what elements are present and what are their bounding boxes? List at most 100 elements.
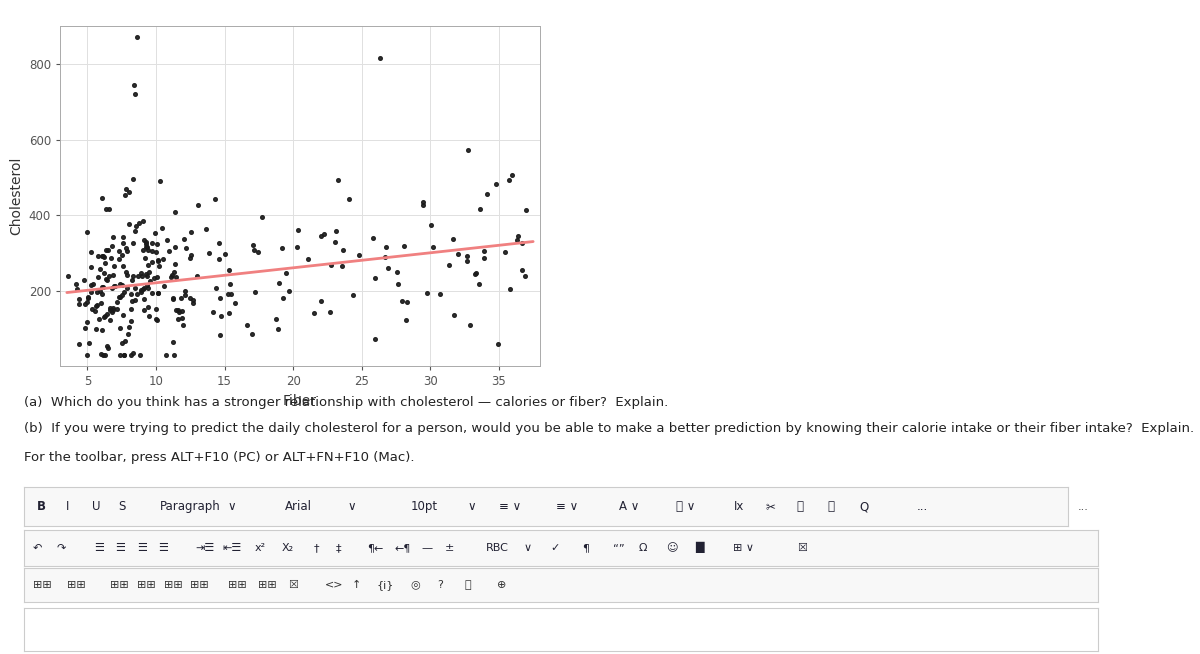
Point xyxy=(377,242,396,252)
Point xyxy=(248,247,268,257)
Point xyxy=(444,233,463,244)
Text: ⤡: ⤡ xyxy=(464,579,470,590)
Point xyxy=(103,241,122,251)
Point xyxy=(101,305,120,315)
Point xyxy=(418,288,437,298)
Point xyxy=(133,245,152,256)
Point xyxy=(100,203,119,214)
Point xyxy=(134,305,154,315)
Point xyxy=(110,350,130,360)
Text: ⎘: ⎘ xyxy=(797,500,804,513)
Point xyxy=(115,190,134,200)
Point xyxy=(152,223,172,233)
Point xyxy=(114,287,133,298)
Point xyxy=(96,273,115,284)
Text: Paragraph: Paragraph xyxy=(160,500,221,513)
Text: ∨: ∨ xyxy=(523,543,532,553)
Point xyxy=(86,301,106,311)
Point xyxy=(156,350,175,360)
Point xyxy=(421,220,440,231)
Point xyxy=(70,299,89,309)
Point xyxy=(134,283,154,293)
Text: ☰: ☰ xyxy=(158,543,168,553)
Point xyxy=(218,288,238,299)
Point xyxy=(146,303,166,314)
Point xyxy=(113,337,132,348)
Point xyxy=(138,245,157,255)
Point xyxy=(445,309,464,320)
Point xyxy=(113,250,132,260)
Point xyxy=(126,295,145,305)
Point xyxy=(92,250,112,261)
Point xyxy=(88,300,107,310)
Point xyxy=(84,279,103,289)
Point xyxy=(122,288,142,299)
Text: ...: ... xyxy=(917,500,928,513)
Point xyxy=(104,281,124,292)
Point xyxy=(82,280,101,290)
Point xyxy=(134,235,154,245)
Point xyxy=(314,229,334,239)
Point xyxy=(167,272,186,283)
Point xyxy=(91,349,110,359)
Point xyxy=(77,350,96,360)
Point xyxy=(121,315,140,326)
Point xyxy=(119,322,138,332)
Text: ⊞⊞: ⊞⊞ xyxy=(110,579,128,590)
Text: ⊞⊞: ⊞⊞ xyxy=(67,579,85,590)
Point xyxy=(138,280,157,290)
Point xyxy=(126,220,145,231)
Text: ∨: ∨ xyxy=(468,500,476,513)
Point xyxy=(226,298,245,309)
Point xyxy=(124,173,143,184)
Point xyxy=(122,275,142,285)
Point xyxy=(59,270,78,281)
Point xyxy=(364,233,383,243)
Point xyxy=(206,283,226,294)
Text: ⊞⊞: ⊞⊞ xyxy=(191,579,209,590)
Text: Arial: Arial xyxy=(286,500,312,513)
Point xyxy=(349,250,368,260)
Point xyxy=(396,315,415,325)
Point xyxy=(139,267,158,277)
Point xyxy=(104,303,124,313)
Point xyxy=(173,319,192,330)
Point xyxy=(516,271,535,281)
Point xyxy=(164,350,184,360)
Point xyxy=(70,294,89,304)
Text: {i}: {i} xyxy=(377,579,394,590)
Point xyxy=(95,252,114,262)
Text: ±: ± xyxy=(445,543,455,553)
Point xyxy=(76,298,95,309)
Point xyxy=(216,249,235,259)
Text: ✓: ✓ xyxy=(551,543,559,553)
Point xyxy=(146,247,166,258)
Point xyxy=(512,266,532,276)
Point xyxy=(457,256,476,266)
Point xyxy=(289,224,308,235)
Point xyxy=(90,313,109,324)
Point xyxy=(395,241,414,251)
Text: ‡: ‡ xyxy=(336,543,341,553)
Point xyxy=(110,322,130,333)
Point xyxy=(137,237,156,248)
Point xyxy=(130,218,149,229)
Point xyxy=(82,286,101,297)
Point xyxy=(131,267,150,278)
Text: <>: <> xyxy=(325,579,343,590)
Point xyxy=(110,279,130,289)
Point xyxy=(449,249,468,259)
Point xyxy=(166,242,185,252)
Point xyxy=(102,307,121,317)
Point xyxy=(90,286,109,296)
Point xyxy=(221,288,240,299)
Point xyxy=(474,253,493,264)
Point xyxy=(280,286,299,297)
Point xyxy=(322,260,341,271)
Text: ⊞⊞: ⊞⊞ xyxy=(32,579,52,590)
Point xyxy=(486,179,505,190)
Point xyxy=(70,339,89,349)
Point xyxy=(166,207,185,217)
Text: ☒: ☒ xyxy=(288,579,299,590)
Point xyxy=(272,243,292,253)
